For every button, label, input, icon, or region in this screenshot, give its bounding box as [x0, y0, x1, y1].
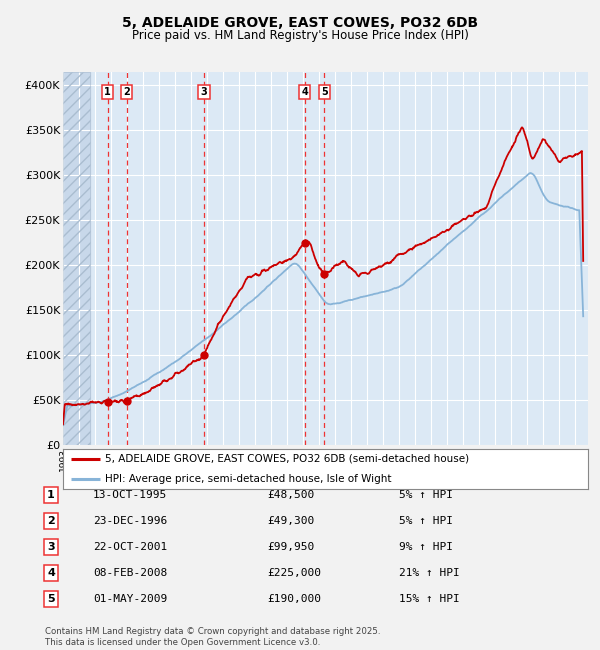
Text: 5: 5: [47, 594, 55, 604]
Text: 1: 1: [47, 490, 55, 501]
Bar: [63, 72, 90, 445]
Text: HPI: Average price, semi-detached house, Isle of Wight: HPI: Average price, semi-detached house,…: [105, 474, 392, 484]
Text: 21% ↑ HPI: 21% ↑ HPI: [399, 568, 460, 578]
Text: 08-FEB-2008: 08-FEB-2008: [93, 568, 167, 578]
Text: 3: 3: [200, 87, 208, 97]
Text: 5, ADELAIDE GROVE, EAST COWES, PO32 6DB (semi-detached house): 5, ADELAIDE GROVE, EAST COWES, PO32 6DB …: [105, 454, 469, 463]
Text: 01-MAY-2009: 01-MAY-2009: [93, 594, 167, 604]
Text: 23-DEC-1996: 23-DEC-1996: [93, 516, 167, 526]
Text: 5: 5: [321, 87, 328, 97]
Text: £190,000: £190,000: [267, 594, 321, 604]
Text: 4: 4: [47, 568, 55, 578]
Text: 3: 3: [47, 542, 55, 552]
Text: £99,950: £99,950: [267, 542, 314, 552]
Text: Contains HM Land Registry data © Crown copyright and database right 2025.
This d: Contains HM Land Registry data © Crown c…: [45, 627, 380, 647]
Text: 4: 4: [301, 87, 308, 97]
Text: 1: 1: [104, 87, 111, 97]
Text: 15% ↑ HPI: 15% ↑ HPI: [399, 594, 460, 604]
Text: 9% ↑ HPI: 9% ↑ HPI: [399, 542, 453, 552]
Text: 5% ↑ HPI: 5% ↑ HPI: [399, 490, 453, 501]
Text: 22-OCT-2001: 22-OCT-2001: [93, 542, 167, 552]
Text: 2: 2: [47, 516, 55, 526]
Text: 5, ADELAIDE GROVE, EAST COWES, PO32 6DB: 5, ADELAIDE GROVE, EAST COWES, PO32 6DB: [122, 16, 478, 31]
Text: 2: 2: [124, 87, 130, 97]
Text: £49,300: £49,300: [267, 516, 314, 526]
Text: 13-OCT-1995: 13-OCT-1995: [93, 490, 167, 501]
Text: £48,500: £48,500: [267, 490, 314, 501]
Text: £225,000: £225,000: [267, 568, 321, 578]
Text: Price paid vs. HM Land Registry's House Price Index (HPI): Price paid vs. HM Land Registry's House …: [131, 29, 469, 42]
Text: 5% ↑ HPI: 5% ↑ HPI: [399, 516, 453, 526]
